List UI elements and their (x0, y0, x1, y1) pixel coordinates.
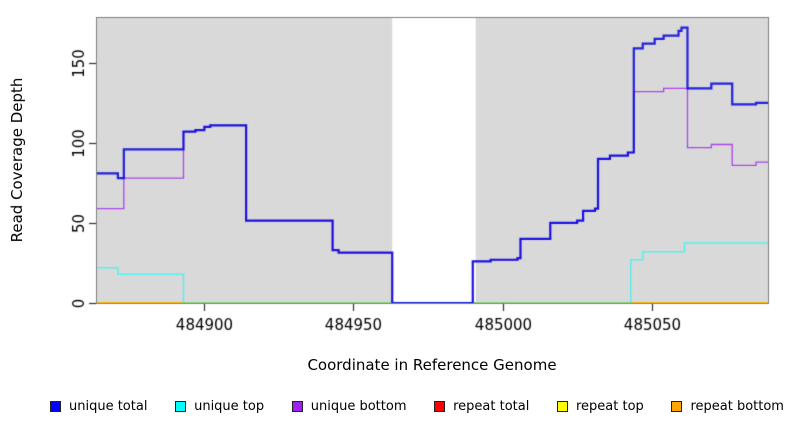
legend-item-unique-total: unique total (50, 399, 147, 414)
legend-item-unique-top: unique top (175, 399, 264, 414)
y-axis-title: Read Coverage Depth (8, 77, 26, 243)
legend-label-unique-bottom: unique bottom (310, 399, 407, 414)
legend-label-unique-total: unique total (69, 399, 148, 414)
unique-bottom-swatch-icon (291, 401, 303, 412)
legend-label-repeat-bottom: repeat bottom (690, 399, 784, 414)
legend-item-repeat-bottom: repeat bottom (671, 399, 784, 414)
legend-label-unique-top: unique top (194, 399, 265, 414)
x-axis-title: Coordinate in Reference Genome (307, 356, 557, 374)
repeat-bottom-swatch-icon (671, 401, 683, 412)
legend: unique total unique top unique bottom repea… (50, 399, 784, 414)
legend-item-repeat-total: repeat total (434, 399, 529, 414)
legend-label-repeat-total: repeat total (453, 399, 530, 414)
unique-top-swatch-icon (175, 401, 187, 412)
repeat-top-swatch-icon (557, 401, 568, 412)
repeat-total-swatch-icon (434, 401, 446, 412)
legend-item-repeat-top: repeat top (557, 399, 644, 414)
unique-total-swatch-icon (50, 401, 61, 412)
legend-label-repeat-top: repeat top (576, 399, 644, 414)
legend-item-unique-bottom: unique bottom (291, 399, 407, 414)
